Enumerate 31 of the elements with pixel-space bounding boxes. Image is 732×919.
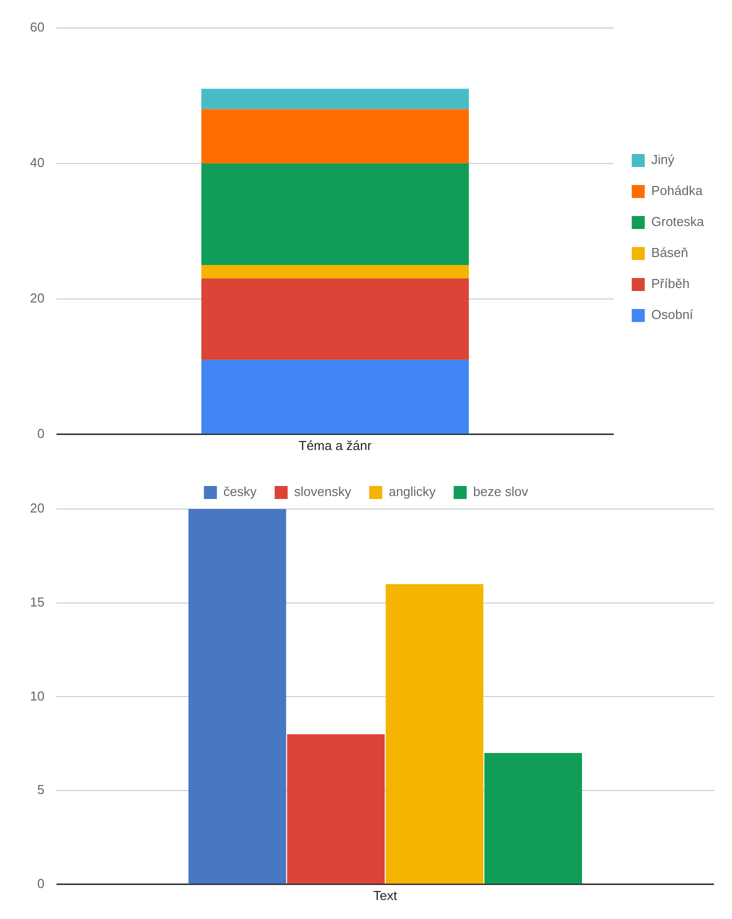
- y-tick-label: 20: [30, 500, 44, 516]
- y-tick-label: 5: [37, 782, 44, 798]
- legend-label: anglicky: [388, 484, 436, 500]
- bar: [484, 753, 582, 884]
- x-axis-title: Téma a žánr: [298, 438, 372, 453]
- bar: [201, 264, 469, 279]
- bar: [386, 584, 484, 884]
- bar: [188, 509, 286, 884]
- y-tick-label: 60: [30, 19, 44, 34]
- legend-label: beze slov: [473, 484, 529, 500]
- bar: [201, 360, 469, 434]
- bar: [287, 734, 385, 884]
- y-tick-label: 40: [30, 154, 44, 170]
- y-tick-label: 0: [37, 876, 44, 891]
- legend-label: slovensky: [294, 484, 352, 500]
- legend-label: Příběh: [651, 276, 690, 292]
- bar: [201, 109, 469, 164]
- y-tick-label: 10: [30, 688, 44, 704]
- legend-label: Groteska: [651, 214, 705, 230]
- bar: [201, 278, 469, 360]
- y-tick-label: 15: [30, 594, 44, 610]
- y-tick-label: 0: [37, 426, 44, 441]
- legend-label: Osobní: [651, 307, 694, 322]
- legend-label: česky: [223, 484, 258, 500]
- x-axis-title: Text: [373, 888, 398, 903]
- legend-label: Pohádka: [651, 183, 704, 198]
- legend-label: Báseň: [651, 245, 688, 260]
- bar: [201, 163, 469, 265]
- y-tick-label: 20: [30, 290, 44, 306]
- legend-label: Jiný: [651, 152, 675, 168]
- bar: [201, 88, 469, 110]
